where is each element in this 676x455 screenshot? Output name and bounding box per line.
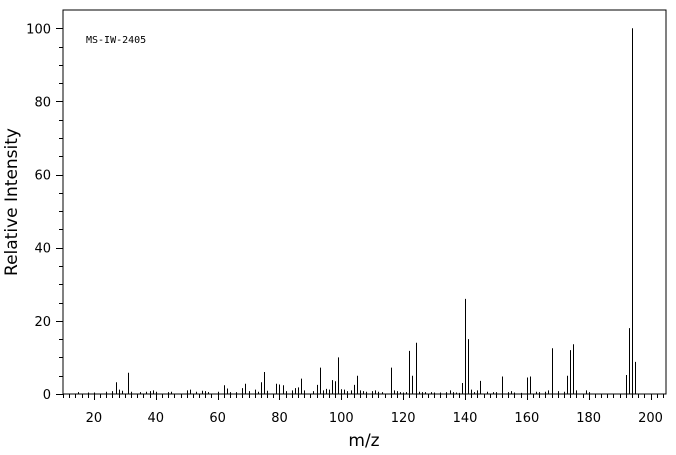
y-axis-label: Relative Intensity [2, 128, 22, 276]
y-tick-label: 20 [34, 315, 51, 330]
x-tick-label: 160 [514, 411, 539, 426]
y-tick-label: 100 [26, 22, 51, 37]
x-axis-label: m/z [348, 431, 379, 451]
x-tick-label: 40 [147, 411, 164, 426]
x-tick-label: 80 [271, 411, 288, 426]
x-tick-label: 20 [86, 411, 103, 426]
y-tick-label: 80 [34, 95, 51, 110]
plot-frame [62, 9, 667, 395]
x-tick-label: 120 [391, 411, 416, 426]
y-axis-ticks: 0 20 40 60 80 100 [26, 22, 63, 403]
y-tick-label: 40 [34, 242, 51, 257]
spectrum-id-annotation: MS-IW-2405 [86, 35, 146, 46]
x-tick-label: 60 [209, 411, 226, 426]
x-tick-label: 100 [329, 411, 354, 426]
x-tick-label: 180 [576, 411, 601, 426]
x-tick-label: 140 [453, 411, 478, 426]
y-tick-label: 60 [34, 169, 51, 184]
x-tick-label: 200 [638, 411, 663, 426]
x-axis-ticks: 20 40 60 80 100 120 140 160 180 200 [63, 394, 664, 426]
bars-layer [78, 28, 636, 394]
y-tick-label: 0 [43, 388, 51, 403]
